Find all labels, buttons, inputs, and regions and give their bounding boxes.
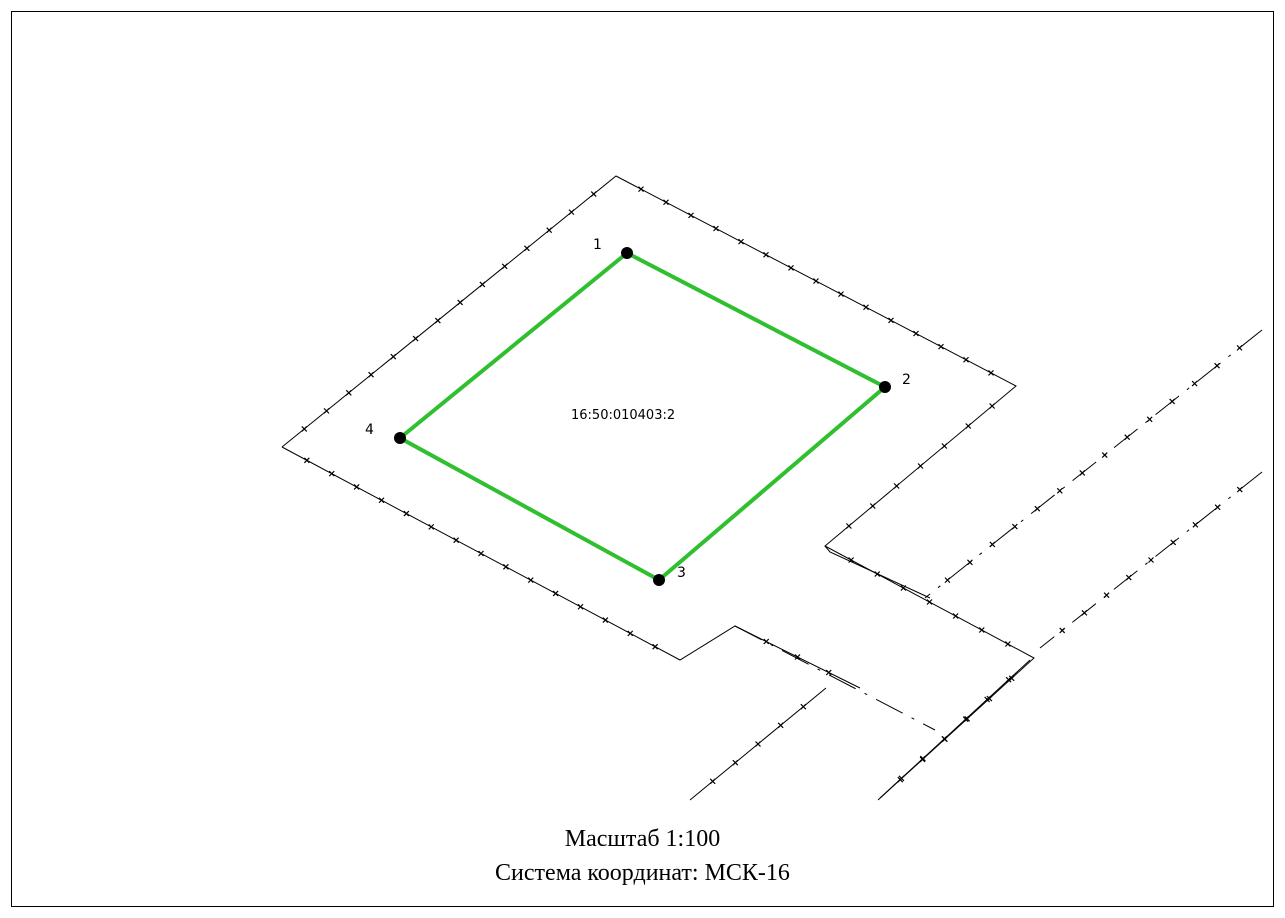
scale-caption: Масштаб 1:100: [564, 826, 721, 852]
parcel-number: 16:50:010403:2: [571, 408, 675, 423]
point-2-label: 2: [902, 372, 911, 388]
point-2-marker: [879, 381, 891, 393]
road-axis-short: [734, 625, 936, 731]
road-edge-lower-right: [879, 659, 1031, 799]
point-1-marker: [621, 247, 633, 259]
point-4-marker: [394, 432, 406, 444]
sheet-frame: [11, 11, 1274, 907]
point-1-label: 1: [593, 237, 602, 253]
point-3-marker: [653, 574, 665, 586]
point-3-label: 3: [677, 565, 686, 581]
inner-road-edge: [824, 545, 931, 599]
point-4-label: 4: [365, 422, 374, 438]
road-axis-lower: [1039, 471, 1263, 649]
boundary-tick-marks: [301, 186, 1243, 785]
road-axis-upper: [924, 329, 1263, 599]
coordinate-system-caption: Система координат: МСК-16: [495, 860, 790, 886]
